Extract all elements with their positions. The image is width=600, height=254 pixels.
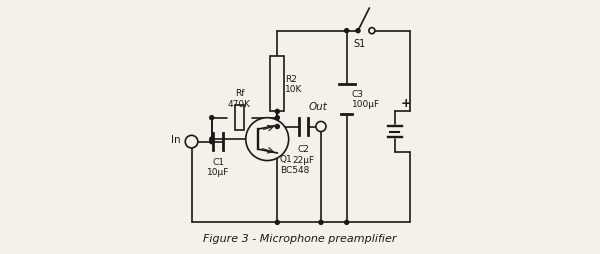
- Text: C3
100μF: C3 100μF: [352, 90, 380, 109]
- Text: Rf
470K: Rf 470K: [228, 89, 251, 108]
- Circle shape: [210, 116, 214, 120]
- Circle shape: [344, 220, 349, 225]
- Circle shape: [275, 125, 280, 129]
- Circle shape: [210, 138, 214, 141]
- Circle shape: [275, 110, 280, 114]
- Text: In: In: [170, 135, 180, 145]
- Bar: [271, 57, 284, 112]
- Circle shape: [185, 136, 198, 148]
- Circle shape: [246, 118, 289, 161]
- Text: R2
10K: R2 10K: [285, 75, 302, 94]
- Circle shape: [369, 28, 375, 35]
- Circle shape: [316, 122, 326, 132]
- Text: C2
22μF: C2 22μF: [293, 145, 315, 164]
- Circle shape: [319, 220, 323, 225]
- Circle shape: [344, 29, 349, 34]
- Circle shape: [275, 116, 280, 120]
- Circle shape: [275, 220, 280, 225]
- Text: +: +: [401, 97, 412, 109]
- Text: S1: S1: [353, 39, 365, 49]
- Bar: [235, 106, 244, 131]
- Text: Figure 3 - Microphone preamplifier: Figure 3 - Microphone preamplifier: [203, 233, 397, 243]
- Circle shape: [356, 29, 360, 34]
- Text: Out: Out: [309, 102, 328, 112]
- Text: C1
10μF: C1 10μF: [207, 157, 229, 177]
- Text: Q1
BC548: Q1 BC548: [280, 155, 309, 174]
- Circle shape: [210, 140, 214, 144]
